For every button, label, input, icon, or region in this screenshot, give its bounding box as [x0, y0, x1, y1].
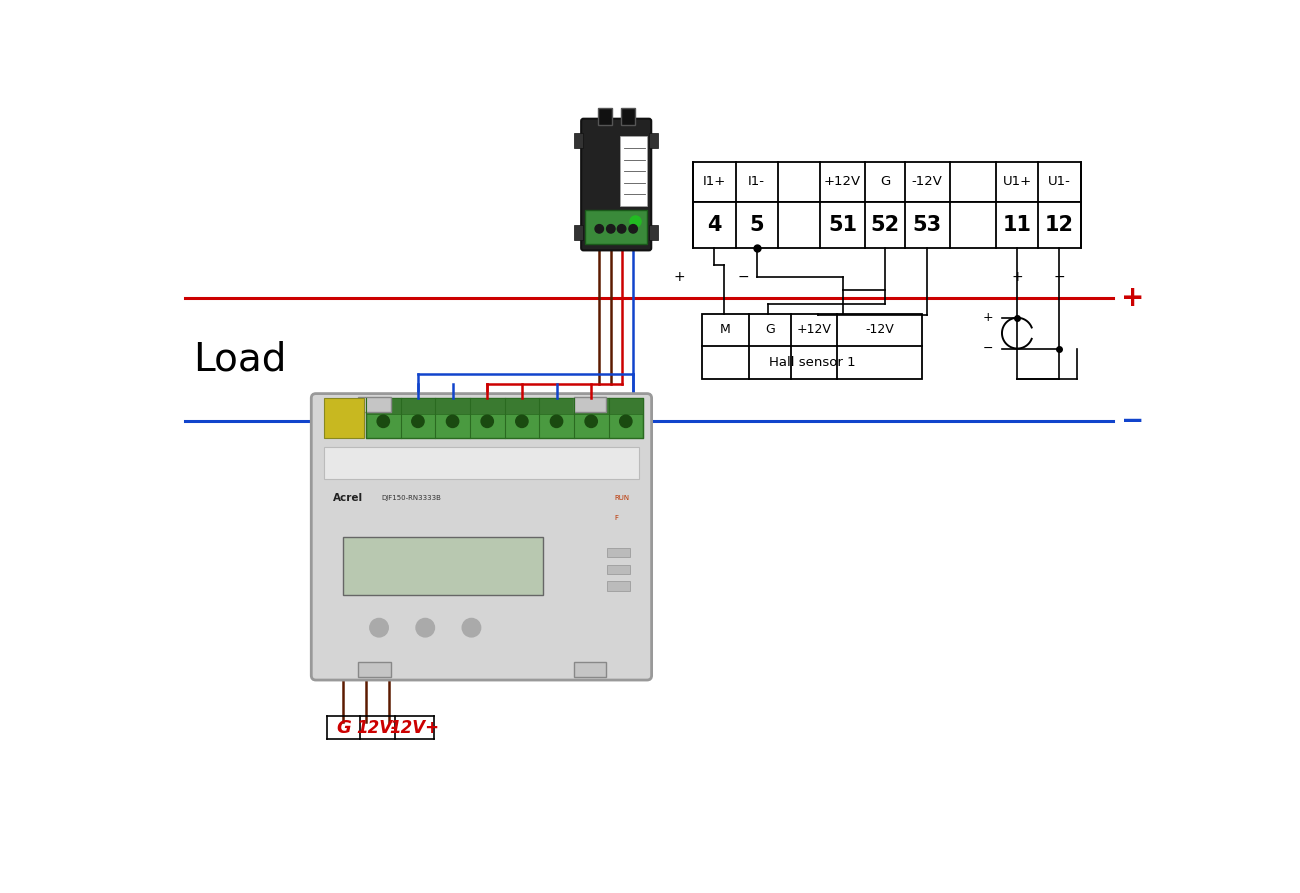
Text: M: M [720, 323, 731, 337]
Bar [359, 662, 390, 677]
Bar [607, 547, 630, 557]
Circle shape [516, 415, 528, 428]
Circle shape [595, 224, 603, 233]
Text: U1-: U1- [1048, 175, 1071, 188]
FancyBboxPatch shape [581, 119, 651, 250]
Text: G: G [880, 175, 890, 188]
Bar [649, 225, 658, 240]
Text: 12: 12 [1045, 215, 1074, 235]
Circle shape [412, 415, 424, 428]
Bar [573, 662, 606, 677]
Bar [621, 108, 634, 125]
Bar [585, 210, 647, 244]
Text: DJF150-RN3333B: DJF150-RN3333B [381, 496, 441, 501]
Text: 52: 52 [871, 215, 900, 235]
Bar [359, 396, 390, 412]
Bar [573, 396, 606, 412]
Text: U1+: U1+ [1002, 175, 1031, 188]
Circle shape [416, 619, 434, 637]
Text: −: − [1053, 271, 1065, 284]
Bar [620, 137, 647, 205]
Circle shape [481, 415, 494, 428]
Text: 5: 5 [749, 215, 764, 235]
Bar [575, 225, 584, 240]
Text: −: − [737, 271, 749, 284]
Text: Hall sensor 1: Hall sensor 1 [768, 356, 855, 369]
Text: +: + [1011, 271, 1023, 284]
Text: I1-: I1- [749, 175, 766, 188]
Bar [693, 162, 1080, 202]
Text: Acrel: Acrel [333, 493, 363, 504]
Text: -12V: -12V [911, 175, 942, 188]
Circle shape [369, 619, 389, 637]
Text: +12V: +12V [824, 175, 861, 188]
Bar [367, 398, 644, 413]
Circle shape [585, 415, 597, 428]
Text: G: G [337, 719, 351, 737]
Circle shape [446, 415, 459, 428]
Text: 11: 11 [1002, 215, 1031, 235]
Text: +: + [983, 312, 993, 324]
FancyBboxPatch shape [311, 394, 651, 680]
Text: −: − [983, 342, 993, 355]
Text: Load: Load [192, 341, 286, 379]
Bar [324, 398, 364, 438]
Bar [598, 108, 611, 125]
Circle shape [629, 224, 637, 233]
Text: I1+: I1+ [703, 175, 725, 188]
Bar [575, 132, 584, 148]
Text: +: + [1121, 284, 1144, 313]
Bar [607, 581, 630, 591]
Circle shape [620, 415, 632, 428]
Text: -12V: -12V [866, 323, 894, 337]
Text: 53: 53 [913, 215, 941, 235]
Bar [702, 313, 922, 379]
Text: 51: 51 [828, 215, 857, 235]
Circle shape [607, 224, 615, 233]
Text: G: G [764, 323, 775, 337]
Bar [324, 446, 640, 479]
Bar [607, 564, 630, 574]
Bar [693, 202, 1080, 248]
Circle shape [377, 415, 390, 428]
Text: F: F [615, 514, 619, 521]
Text: +: + [673, 271, 685, 284]
Text: +12V: +12V [797, 323, 832, 337]
Bar [343, 537, 543, 595]
Circle shape [463, 619, 481, 637]
Text: 12V+: 12V+ [390, 719, 439, 737]
Text: 4: 4 [707, 215, 722, 235]
Bar [367, 398, 644, 438]
Circle shape [618, 224, 625, 233]
Bar [649, 132, 658, 148]
Text: RUN: RUN [615, 496, 629, 501]
Text: 12V-: 12V- [356, 719, 398, 737]
Circle shape [550, 415, 563, 428]
Text: −: − [1121, 407, 1144, 435]
